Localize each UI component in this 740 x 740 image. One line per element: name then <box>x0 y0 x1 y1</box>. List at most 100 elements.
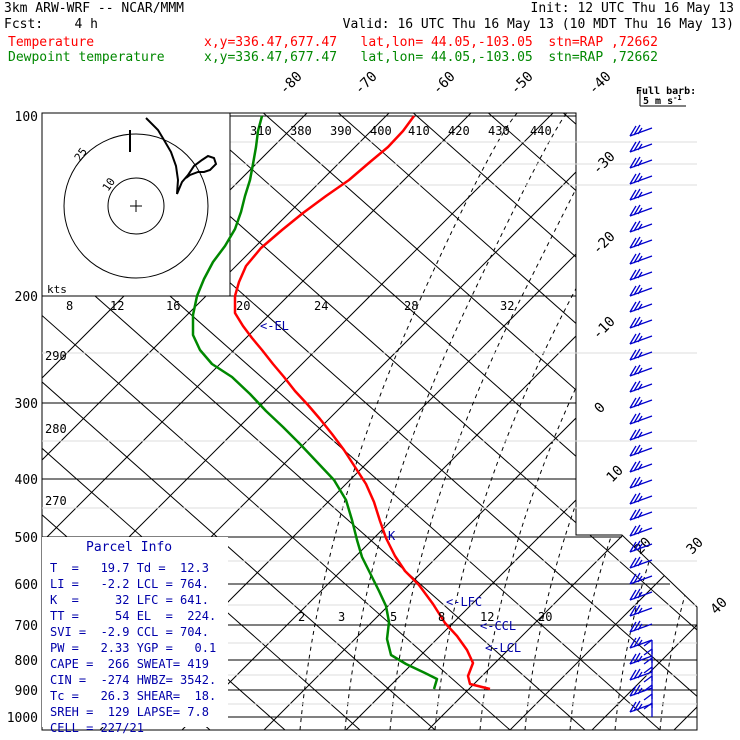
hodo-ring-label-25: 25 <box>72 145 90 163</box>
hodo-ring-label-10: 10 <box>100 175 118 193</box>
dry-adiabat-line <box>42 113 511 730</box>
wind-barb <box>629 588 653 601</box>
isotherm-label: -60 <box>430 69 459 98</box>
dry-adiabat-line <box>634 113 697 730</box>
parcel-row: CIN = -274 HWBZ= 3542. <box>50 673 217 687</box>
temperature-location: x,y=336.47,677.47 lat,lon= 44.05,-103.05… <box>204 35 658 50</box>
mixing-ratio-label: 20 <box>538 610 552 624</box>
profiles <box>191 115 491 691</box>
wind-barb <box>629 396 653 409</box>
isotherm-label: -80 <box>277 69 306 98</box>
wind-barb <box>629 236 653 249</box>
pressure-label: 500 <box>15 531 38 546</box>
wind-barb <box>629 652 653 665</box>
pressure-label: 1000 <box>7 711 38 726</box>
hodo-units: kts <box>47 283 67 296</box>
parcel-row: PW = 2.33 YGP = 0.1 <box>50 641 217 655</box>
forecast-hour: Fcst: 4 h <box>4 17 98 32</box>
wind-barb <box>629 492 653 505</box>
parcel-row: K = 32 LFC = 641. <box>50 593 209 607</box>
moist-adiabat-line <box>299 113 531 730</box>
theta-label: 430 <box>488 124 510 138</box>
temperature-label: Temperature <box>8 35 95 50</box>
theta-label: 410 <box>408 124 430 138</box>
wind-barb <box>629 508 653 521</box>
svg-text:5 m s-1: 5 m s-1 <box>643 94 682 107</box>
mixing-ratio-label: 16 <box>166 299 180 313</box>
pressure-label: 700 <box>15 619 38 634</box>
mixing-ratio-label: 32 <box>500 299 514 313</box>
dry-adiabat-line <box>42 113 436 730</box>
wind-barbs <box>629 124 653 717</box>
wind-barb <box>629 444 653 457</box>
isotherm-line <box>427 113 697 730</box>
wind-barb <box>629 348 653 361</box>
dry-adiabat-line <box>710 110 740 730</box>
wind-barb <box>629 268 653 281</box>
mixing-ratio-label: 12 <box>110 299 124 313</box>
level-annotation: <-EL <box>260 319 289 333</box>
wind-barb <box>629 700 653 713</box>
moist-adiabat-line <box>614 113 697 730</box>
isotherm-label: -40 <box>586 69 615 98</box>
dewpoint-location: x,y=336.47,677.47 lat,lon= 44.05,-103.05… <box>204 50 658 65</box>
dewpoint-profile <box>191 115 439 690</box>
dry-adiabat-line <box>42 113 361 730</box>
moist-adiabat-line <box>479 113 697 730</box>
wind-barb <box>629 188 653 201</box>
theta-label: 400 <box>370 124 392 138</box>
dry-adiabat-line <box>559 113 697 730</box>
pressure-label: 200 <box>15 290 38 305</box>
parcel-row: Tc = 26.3 SHEAR= 18. <box>50 689 217 703</box>
wind-barb <box>629 668 653 681</box>
mixing-ratio-label: 12 <box>480 610 494 624</box>
level-annotation: <-LCL <box>485 641 521 655</box>
dry-adiabat-label: 270 <box>45 494 67 508</box>
full-barb-units-exponent: -1 <box>673 94 681 102</box>
level-annotation: <-LFC <box>446 595 482 609</box>
plot-border <box>41 112 698 731</box>
theta-label: 310 <box>250 124 272 138</box>
wind-barb <box>629 316 653 329</box>
wind-barb <box>629 140 653 153</box>
temperature-profile <box>233 115 491 691</box>
pressure-label: 100 <box>15 110 38 125</box>
theta-label: 390 <box>330 124 352 138</box>
mixing-ratio-label: 24 <box>314 299 328 313</box>
full-barb-legend: Full barb: <box>636 86 696 97</box>
isotherm-label: -50 <box>508 69 537 98</box>
wind-barb <box>629 332 653 345</box>
parcel-row: TT = 54 EL = 224. <box>50 609 217 623</box>
wind-barb <box>629 556 653 569</box>
pressure-label: 600 <box>15 578 38 593</box>
isotherm-label: -70 <box>352 69 381 98</box>
mixing-ratio-label: 28 <box>404 299 418 313</box>
wind-barb <box>629 284 653 297</box>
dry-adiabat-line <box>334 113 697 730</box>
wind-barb <box>629 252 653 265</box>
isotherm-label: -20 <box>590 229 619 258</box>
wind-barb <box>629 428 653 441</box>
dry-adiabat-label: 290 <box>45 349 67 363</box>
pressure-label: 400 <box>15 473 38 488</box>
valid-time: Valid: 16 UTC Thu 16 May 13 (10 MDT Thu … <box>342 17 734 32</box>
moist-adiabat-line <box>389 113 622 730</box>
hodograph: 10 25 kts <box>41 112 231 297</box>
pressure-label: 900 <box>15 684 38 699</box>
full-barb-units: 5 m s <box>643 96 673 107</box>
dry-adiabat-line <box>409 113 697 730</box>
level-annotation: K <box>388 529 396 543</box>
pressure-axis-labels: 100 200 300 400 500 600 700 800 900 1000 <box>7 110 38 726</box>
mixing-ratio-label: 20 <box>236 299 250 313</box>
wind-barb <box>629 172 653 185</box>
isotherm-line <box>181 113 697 730</box>
mixing-ratio-label: 8 <box>66 299 73 313</box>
wind-barb <box>629 540 653 553</box>
parcel-row: T = 19.7 Td = 12.3 <box>50 561 209 575</box>
parcel-info-panel: Parcel Info T = 19.7 Td = 12.3 LI = -2.2… <box>42 537 228 735</box>
isotherm-label: 10 <box>604 463 627 486</box>
mixing-ratio-label: 3 <box>338 610 345 624</box>
dry-adiabat-label: 280 <box>45 422 67 436</box>
dry-adiabat-line <box>259 113 697 730</box>
